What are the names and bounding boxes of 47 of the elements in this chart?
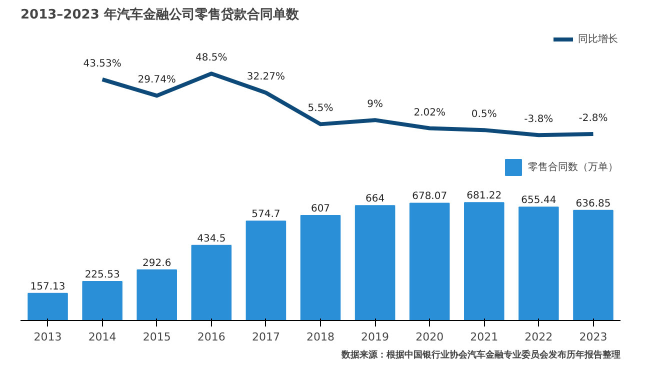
data-label: 292.6 xyxy=(142,258,172,269)
data-label: 607 xyxy=(310,203,330,214)
x-tick-label: 2021 xyxy=(470,330,498,344)
chart-title: 2013–2023 年汽车金融公司零售贷款合同单数 xyxy=(20,6,300,22)
data-label: 32.27% xyxy=(246,72,286,83)
bar xyxy=(82,280,122,320)
data-label: 9% xyxy=(367,99,383,110)
x-tick-label: 2023 xyxy=(579,330,608,344)
bar xyxy=(573,210,614,320)
bar xyxy=(136,269,177,320)
x-tick-label: 2015 xyxy=(142,330,171,344)
data-label: 678.07 xyxy=(412,191,448,202)
bar xyxy=(409,202,450,320)
data-label: 681.22 xyxy=(466,190,502,202)
x-tick-label: 2014 xyxy=(88,330,116,344)
bar xyxy=(354,205,396,320)
data-label: 2.02% xyxy=(414,107,446,118)
x-tick-label: 2017 xyxy=(252,330,280,344)
data-label: 5.5% xyxy=(308,103,334,114)
bar xyxy=(464,202,504,320)
data-label: 29.74% xyxy=(138,74,176,86)
bar xyxy=(246,220,286,320)
x-tick-label: 2013 xyxy=(34,330,62,344)
source-note: 数据来源：根据中国银行业协会汽车金融专业委员会发布历年报告整理 xyxy=(340,350,620,360)
x-tick-label: 2016 xyxy=(197,330,226,344)
data-label: 434.5 xyxy=(197,233,226,244)
data-label: 664 xyxy=(366,194,385,205)
data-label: 225.53 xyxy=(84,269,120,280)
data-label: 655.44 xyxy=(521,195,556,206)
x-tick-label: 2022 xyxy=(524,330,553,344)
x-tick-label: 2018 xyxy=(306,330,335,344)
data-label: 574.7 xyxy=(252,209,280,220)
data-label: 43.53% xyxy=(83,58,122,70)
legend-label: 同比增长 xyxy=(578,32,618,46)
data-label: 636.85 xyxy=(576,198,611,210)
bar xyxy=(300,214,341,320)
bar xyxy=(191,244,232,320)
data-label: 48.5% xyxy=(196,52,228,64)
data-label: -3.8% xyxy=(524,114,554,126)
x-tick-label: 2019 xyxy=(361,330,390,344)
data-label: 157.13 xyxy=(30,281,66,292)
legend-label: 零售合同数（万单） xyxy=(528,160,618,174)
x-tick-label: 2020 xyxy=(416,330,444,344)
data-label: -2.8% xyxy=(578,112,608,124)
data-label: 0.5% xyxy=(471,109,497,120)
bar xyxy=(518,206,559,320)
bar xyxy=(28,292,68,320)
